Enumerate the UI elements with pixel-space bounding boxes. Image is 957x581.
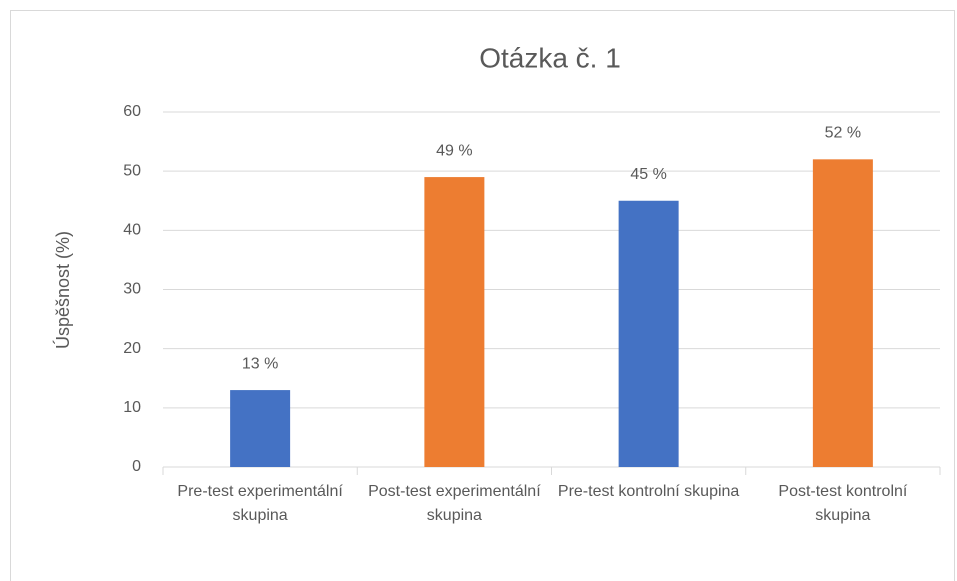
y-tick-label: 20 <box>123 340 141 357</box>
bar <box>230 390 291 467</box>
chart-title: Otázka č. 1 <box>479 42 621 73</box>
x-tick-label: Pre-test experimentální skupina <box>177 483 343 524</box>
y-tick-label: 60 <box>123 103 141 120</box>
x-tick-label: Post-test kontrolní skupina <box>778 483 908 524</box>
y-tick-label: 40 <box>123 222 141 239</box>
bar <box>812 159 873 468</box>
y-axis-label: Úspěšnost (%) <box>52 231 73 349</box>
y-tick-label: 30 <box>123 281 141 298</box>
y-tick-label: 10 <box>123 399 141 416</box>
data-label: 13 % <box>242 355 278 372</box>
y-tick-label: 0 <box>132 458 141 475</box>
x-tick-label: Pre-test kontrolní skupina <box>557 483 740 500</box>
y-tick-label: 50 <box>123 162 141 179</box>
data-label: 49 % <box>436 142 472 159</box>
data-label: 45 % <box>630 166 666 183</box>
data-label: 52 % <box>825 125 861 142</box>
bar <box>424 177 485 468</box>
bar <box>618 200 679 467</box>
x-tick-label: Post-test experimentální skupina <box>368 483 541 524</box>
